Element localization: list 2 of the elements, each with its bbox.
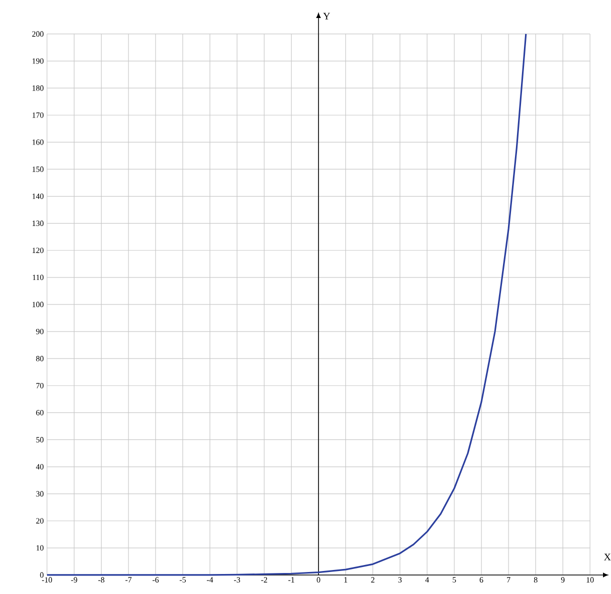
x-axis-title: X xyxy=(604,554,611,560)
y-axis-title: Y xyxy=(323,12,330,20)
